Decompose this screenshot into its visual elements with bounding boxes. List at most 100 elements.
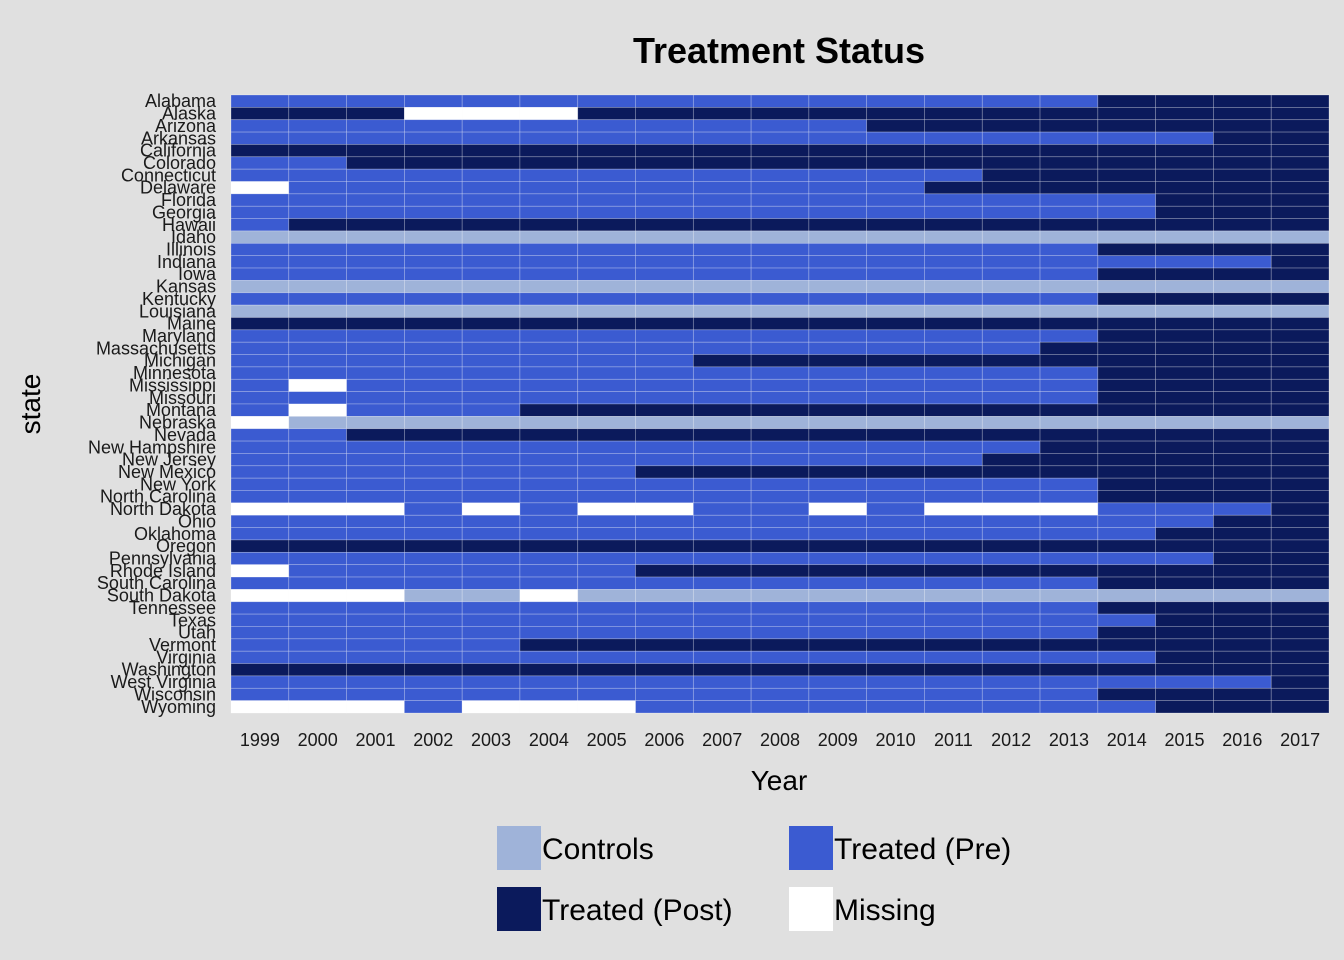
x-tick-label-2001: 2001: [355, 730, 395, 750]
cell-south-carolina-2012: [981, 576, 1041, 590]
cell-florida-2006: [635, 193, 694, 207]
cell-massachusetts-2014: [1097, 341, 1156, 355]
cell-idaho-2012: [981, 230, 1041, 244]
x-tick-label-2010: 2010: [876, 730, 916, 750]
cell-wyoming-2011: [924, 700, 983, 714]
y-tick-label-north-carolina: North Carolina: [100, 487, 217, 507]
cell-mississippi-2009: [808, 378, 868, 392]
cell-alaska-2012: [981, 107, 1041, 121]
cell-wyoming-2002: [404, 700, 463, 714]
cell-vermont-2014: [1097, 638, 1156, 652]
cell-tennessee-2009: [808, 601, 868, 615]
cell-west-virginia-2011: [924, 675, 983, 689]
cell-pennsylvania-2003: [461, 551, 521, 566]
cell-west-virginia-2013: [1039, 675, 1099, 689]
cell-georgia-2005: [577, 205, 636, 219]
cell-kentucky-2001: [346, 292, 405, 306]
cell-south-dakota-2002: [404, 589, 463, 603]
cell-south-dakota-2001: [346, 589, 405, 603]
y-tick-label-connecticut: Connecticut: [121, 165, 216, 185]
cell-illinois-2010: [866, 242, 925, 257]
cell-montana-2011: [924, 403, 983, 417]
cell-georgia-2000: [288, 205, 347, 219]
cell-florida-2005: [577, 193, 636, 207]
cell-tennessee-2000: [288, 601, 347, 615]
cell-hawaii-2000: [288, 218, 347, 232]
cell-washington-2008: [750, 663, 810, 677]
cell-illinois-2011: [924, 242, 983, 257]
cell-massachusetts-2000: [288, 341, 347, 355]
cell-kentucky-2006: [635, 292, 694, 306]
cell-west-virginia-2016: [1213, 675, 1272, 689]
cell-wyoming-2012: [981, 700, 1041, 714]
cell-colorado-2009: [808, 156, 868, 170]
y-tick-label-washington: Washington: [122, 660, 216, 680]
cell-delaware-2009: [808, 181, 868, 195]
y-tick-label-maine: Maine: [167, 314, 216, 334]
cell-south-carolina-2015: [1155, 576, 1214, 590]
cell-south-carolina-2007: [692, 576, 752, 590]
cell-new-mexico-2011: [924, 465, 983, 479]
cell-arkansas-2006: [635, 131, 694, 145]
cell-illinois-2003: [461, 242, 521, 257]
y-tick-label-north-dakota: North Dakota: [110, 499, 217, 519]
cell-maryland-2010: [866, 329, 925, 343]
cell-alaska-2013: [1039, 107, 1099, 121]
cell-kentucky-2012: [981, 292, 1041, 306]
cell-alaska-2003: [461, 107, 521, 121]
cell-california-2014: [1097, 144, 1156, 158]
cell-north-dakota-2013: [1039, 502, 1099, 516]
cell-idaho-2016: [1213, 230, 1272, 244]
cell-indiana-2011: [924, 255, 983, 269]
cell-michigan-2017: [1270, 354, 1330, 368]
cell-pennsylvania-2008: [750, 551, 810, 566]
legend-label-treated-pre-: Treated (Pre): [834, 833, 1011, 866]
cell-wisconsin-2015: [1155, 687, 1214, 701]
cell-montana-2005: [577, 403, 636, 417]
cell-wyoming-2003: [461, 700, 521, 714]
cell-alaska-2008: [750, 107, 810, 121]
cell-new-hampshire-2017: [1270, 440, 1330, 454]
cell-mississippi-2005: [577, 378, 636, 392]
x-tick-label-2014: 2014: [1107, 730, 1147, 750]
cell-utah-2005: [577, 626, 636, 640]
cell-arkansas-2016: [1213, 131, 1272, 145]
cell-north-carolina-2014: [1097, 490, 1156, 504]
cell-michigan-2008: [750, 354, 810, 368]
cell-virginia-2011: [924, 650, 983, 664]
cell-north-carolina-2015: [1155, 490, 1214, 504]
cell-kansas-2004: [519, 280, 579, 294]
cell-colorado-2017: [1270, 156, 1330, 170]
y-tick-label-pennsylvania: Pennsylvania: [109, 549, 217, 569]
cell-florida-2017: [1270, 193, 1330, 207]
cell-nevada-2015: [1155, 428, 1214, 442]
cell-indiana-2014: [1097, 255, 1156, 269]
cell-north-carolina-2003: [461, 490, 521, 504]
cell-minnesota-2000: [288, 366, 347, 380]
cell-michigan-2005: [577, 354, 636, 368]
cell-wyoming-2009: [808, 700, 868, 714]
cell-tennessee-2015: [1155, 601, 1214, 615]
y-tick-label-nevada: Nevada: [154, 425, 217, 445]
cell-louisiana-2008: [750, 304, 810, 318]
cell-utah-2002: [404, 626, 463, 640]
cell-colorado-2008: [750, 156, 810, 170]
cell-wisconsin-2016: [1213, 687, 1272, 701]
cell-california-2008: [750, 144, 810, 158]
cell-wyoming-2015: [1155, 700, 1214, 714]
cell-wyoming-2017: [1270, 700, 1330, 714]
cell-delaware-1999: [230, 181, 290, 195]
cell-new-york-2007: [692, 477, 752, 491]
cell-alaska-2004: [519, 107, 579, 121]
y-tick-label-maryland: Maryland: [142, 326, 216, 346]
cell-north-carolina-2007: [692, 490, 752, 504]
cell-massachusetts-2015: [1155, 341, 1214, 355]
cell-iowa-2009: [808, 267, 868, 281]
cell-nebraska-2007: [692, 416, 752, 430]
cell-alaska-2005: [577, 107, 636, 121]
cell-idaho-2005: [577, 230, 636, 244]
cell-new-york-2014: [1097, 477, 1156, 491]
cell-indiana-2015: [1155, 255, 1214, 269]
cell-oregon-2015: [1155, 539, 1214, 553]
